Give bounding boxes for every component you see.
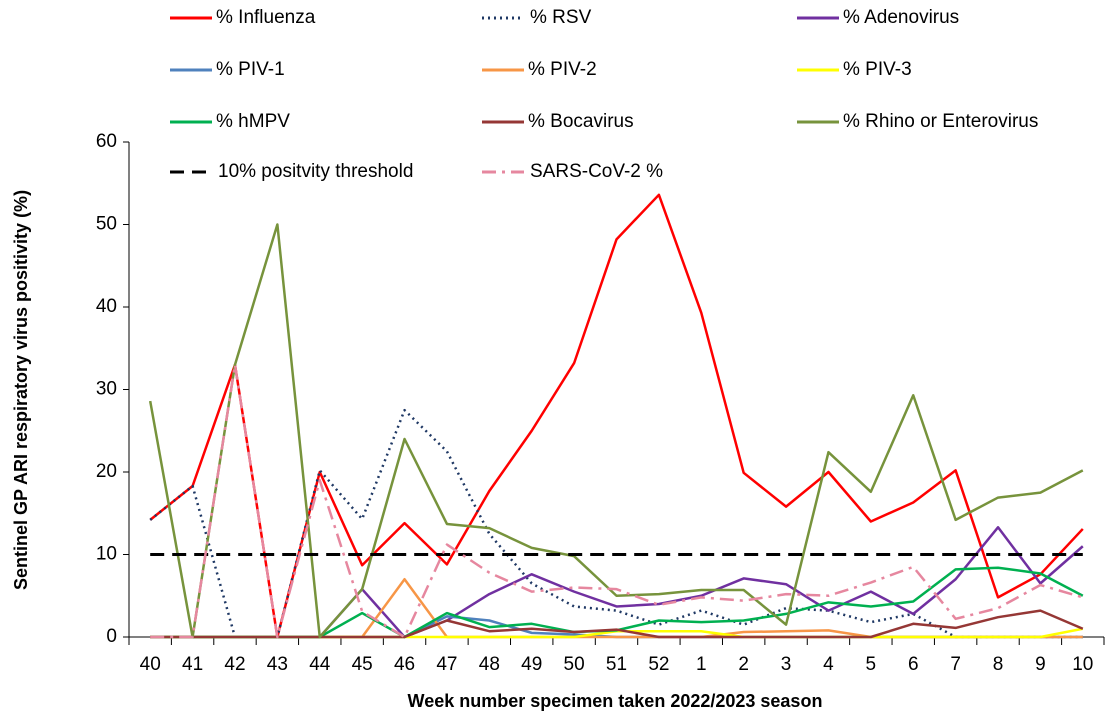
x-tick-label: 9 — [1035, 654, 1046, 675]
x-axis-title: Week number specimen taken 2022/2023 sea… — [408, 691, 823, 711]
legend-label: 10% positvity threshold — [218, 161, 413, 182]
legend-label: % Adenovirus — [843, 7, 959, 28]
x-tick-label: 1 — [696, 654, 707, 675]
x-tick-label: 49 — [521, 654, 542, 675]
x-tick-label: 45 — [352, 654, 373, 675]
y-axis-title: Sentinel GP ARI respiratory virus positi… — [11, 190, 31, 590]
x-tick-label: 48 — [479, 654, 500, 675]
series-line — [149, 193, 1084, 639]
x-tick-label: 2 — [738, 654, 749, 675]
legend-label: SARS-CoV-2 % — [530, 161, 663, 182]
x-tick-label: 7 — [950, 654, 961, 675]
series-line — [150, 609, 1084, 639]
legend-label: % Influenza — [216, 7, 316, 28]
y-tick-label: 40 — [96, 296, 117, 317]
x-tick-label: 4 — [823, 654, 834, 675]
series-line — [148, 223, 1084, 639]
x-tick-label: 44 — [309, 654, 331, 675]
legend-label: % RSV — [530, 7, 592, 28]
x-tick-label: 40 — [140, 654, 161, 675]
series-line — [150, 363, 1084, 639]
x-tick-label: 47 — [436, 654, 457, 675]
x-tick-label: 5 — [866, 654, 877, 675]
x-tick-label: 46 — [394, 654, 415, 675]
y-tick-label: 10 — [96, 544, 117, 565]
x-tick-label: 51 — [606, 654, 627, 675]
x-tick-label: 50 — [564, 654, 585, 675]
x-tick-label: 10 — [1072, 654, 1093, 675]
legend-label: % Bocavirus — [528, 111, 634, 132]
legend-label: % Rhino or Enterovirus — [843, 111, 1038, 132]
y-tick-label: 50 — [96, 214, 117, 235]
x-tick-label: 6 — [908, 654, 919, 675]
legend-label: % PIV-3 — [843, 59, 912, 80]
x-tick-label: 42 — [224, 654, 245, 675]
x-tick-label: 8 — [993, 654, 1004, 675]
x-tick-label: 41 — [182, 654, 203, 675]
x-tick-label: 43 — [267, 654, 288, 675]
y-tick-label: 60 — [96, 131, 117, 152]
series-line — [150, 526, 1084, 639]
y-tick-label: 30 — [96, 379, 117, 400]
legend-label: % hMPV — [216, 111, 290, 132]
legend-label: % PIV-2 — [528, 59, 597, 80]
legend-label: % PIV-1 — [216, 59, 285, 80]
x-tick-label: 3 — [781, 654, 792, 675]
x-tick-label: 52 — [648, 654, 669, 675]
y-tick-label: 20 — [96, 461, 117, 482]
y-tick-label: 0 — [106, 626, 117, 647]
